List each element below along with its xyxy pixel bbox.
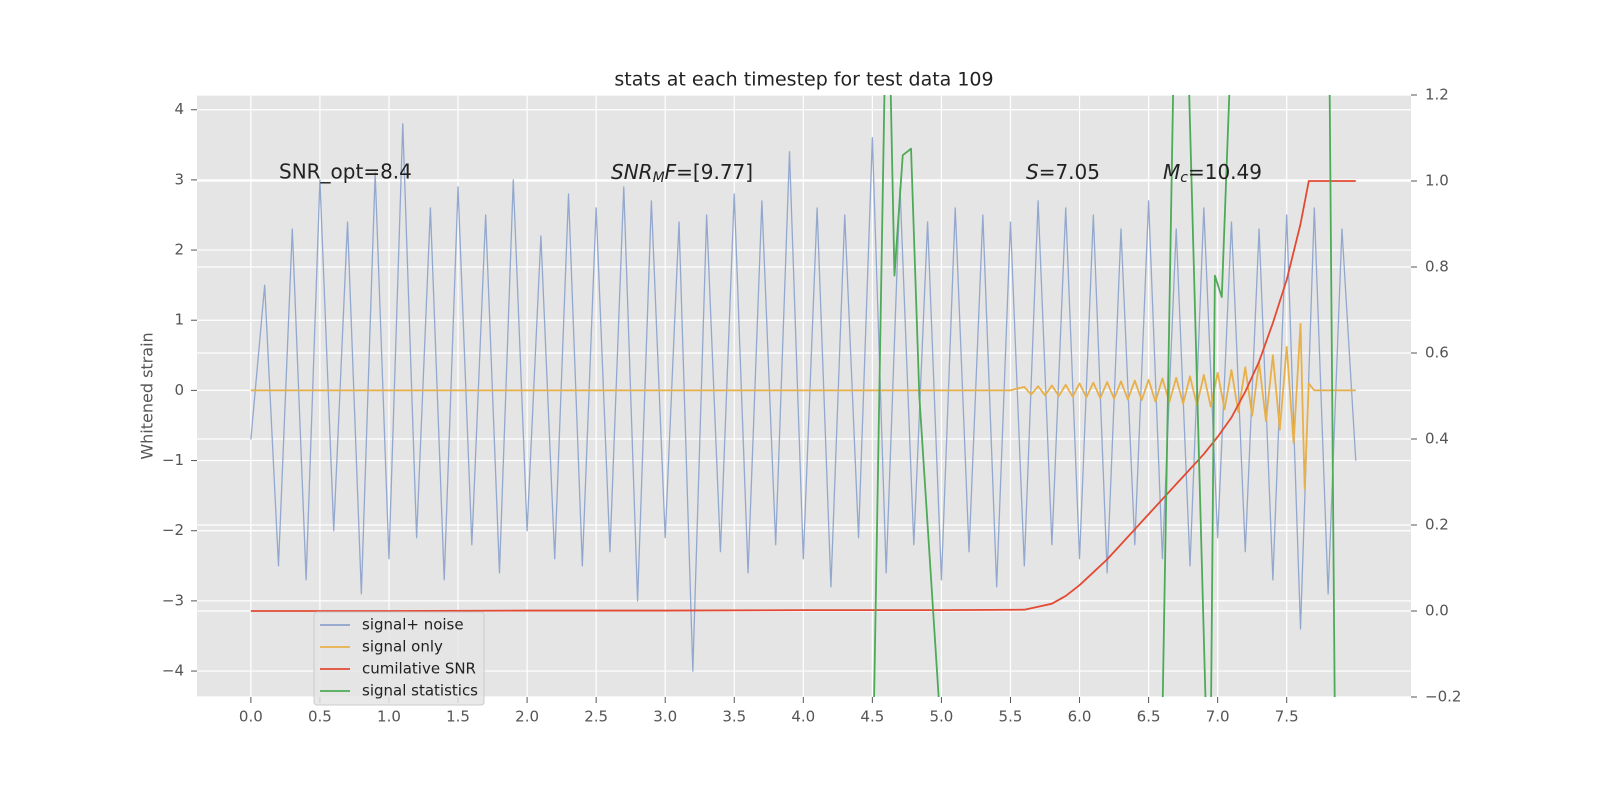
x-tick-label: 1.0 xyxy=(377,708,401,726)
legend-label: cumilative SNR xyxy=(362,660,476,678)
x-tick-label: 4.5 xyxy=(860,708,884,726)
legend-label: signal only xyxy=(362,638,443,656)
chart-title: stats at each timestep for test data 109 xyxy=(614,69,993,91)
annotation-part: =10.49 xyxy=(1188,160,1262,184)
y2-tick-label: 0.6 xyxy=(1425,344,1449,362)
y-tick-label: 3 xyxy=(174,170,184,188)
series-line xyxy=(873,95,1336,697)
x-tick-label: 3.0 xyxy=(653,708,677,726)
x-tick-label: 0.5 xyxy=(308,708,332,726)
annotation: Mc=10.49 xyxy=(1163,160,1262,187)
annotation-part: F xyxy=(665,160,677,184)
x-tick-label: 5.0 xyxy=(929,708,953,726)
x-tick-label: 1.5 xyxy=(446,708,470,726)
y2-tick-label: 0.2 xyxy=(1425,516,1449,534)
y-axis-label: Whitened strain xyxy=(138,332,157,459)
y-tick-label: 0 xyxy=(174,381,184,399)
legend-label: signal statistics xyxy=(362,682,478,700)
series-line xyxy=(250,180,1356,612)
y-tick-label: −2 xyxy=(162,521,184,539)
y2-tick-label: 0.4 xyxy=(1425,430,1449,448)
y-tick-label: −4 xyxy=(162,662,184,680)
y-tick-label: 1 xyxy=(174,311,184,329)
y2-tick-label: 0.0 xyxy=(1425,602,1449,620)
x-tick-label: 6.5 xyxy=(1137,708,1161,726)
y2-tick-label: 1.0 xyxy=(1425,172,1449,190)
y-tick-label: 2 xyxy=(174,241,184,259)
x-tick-label: 4.0 xyxy=(791,708,815,726)
y2-tick-label: 0.8 xyxy=(1425,258,1449,276)
y2-tick-label: −0.2 xyxy=(1425,688,1461,706)
x-tick-label: 0.0 xyxy=(239,708,263,726)
y-tick-label: −3 xyxy=(162,591,184,609)
annotation-part: c xyxy=(1180,170,1188,186)
legend-label: signal+ noise xyxy=(362,616,464,634)
x-tick-label: 5.5 xyxy=(999,708,1023,726)
plot-area xyxy=(197,95,1411,697)
series-line xyxy=(250,123,1357,672)
annotation-part: M xyxy=(1163,160,1180,184)
annotation-part: SNR xyxy=(611,160,653,184)
annotation-part: S xyxy=(1026,160,1039,184)
x-tick-label: 2.5 xyxy=(584,708,608,726)
y-tick-label: 4 xyxy=(174,100,184,118)
y-tick-label: −1 xyxy=(162,451,184,469)
x-tick-label: 6.0 xyxy=(1068,708,1092,726)
annotation-part: =7.05 xyxy=(1039,160,1100,184)
x-tick-label: 2.0 xyxy=(515,708,539,726)
annotation: SNR_opt=8.4 xyxy=(279,160,412,184)
annotation-part: =[9.77] xyxy=(676,160,753,184)
annotation: S=7.05 xyxy=(1026,160,1100,184)
annotation-part: M xyxy=(653,170,665,186)
x-tick-label: 7.5 xyxy=(1275,708,1299,726)
legend-box xyxy=(313,611,485,706)
x-tick-label: 3.5 xyxy=(722,708,746,726)
y2-tick-label: 1.2 xyxy=(1425,86,1449,104)
series-line xyxy=(250,322,1356,490)
x-tick-label: 7.0 xyxy=(1206,708,1230,726)
annotation: SNRMF=[9.77] xyxy=(611,160,753,187)
